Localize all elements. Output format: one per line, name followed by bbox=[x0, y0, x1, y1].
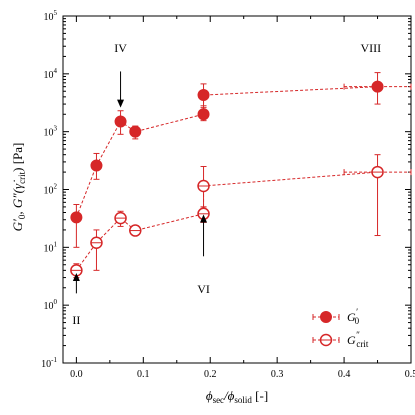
data-point bbox=[371, 80, 384, 93]
x-tick-label: 0.2 bbox=[204, 369, 217, 380]
axis-ticks: 0.0 0.1 0.2 0.3 0.4 0.5 10-1 100 101 102 103 104 105 bbox=[41, 9, 415, 380]
plot-border bbox=[62, 15, 412, 364]
y-tick-label: 10-1 bbox=[41, 356, 57, 370]
annotation-label: VIII bbox=[361, 41, 382, 55]
legend: G′ 0 G″ crit bbox=[312, 307, 369, 349]
legend-label: G′ 0 bbox=[347, 307, 360, 326]
x-tick-label: 0.1 bbox=[137, 369, 150, 380]
y-tick-label: 104 bbox=[44, 67, 58, 81]
legend-label: G″ crit bbox=[347, 330, 369, 349]
y-tick-label: 101 bbox=[44, 240, 58, 254]
data-point bbox=[114, 115, 127, 128]
annotation-arrowhead bbox=[72, 272, 80, 281]
x-tick-label: 0.0 bbox=[70, 369, 83, 380]
x-tick-label: 0.5 bbox=[405, 369, 415, 380]
annotation-label: II bbox=[72, 313, 80, 327]
series-g0 bbox=[70, 72, 412, 248]
annotation-arrowhead bbox=[117, 99, 125, 108]
x-axis-label: ϕsec/ϕsolid [-] bbox=[206, 388, 268, 405]
x-tick-label: 0.4 bbox=[338, 369, 351, 380]
legend-marker bbox=[320, 311, 332, 323]
annotation-label: IV bbox=[114, 41, 127, 55]
data-point bbox=[197, 108, 210, 121]
plot-frame bbox=[62, 15, 412, 364]
annotation-label: VI bbox=[197, 282, 210, 296]
y-axis-label: G′0, G″(γ̇crit) [Pa] bbox=[10, 143, 27, 232]
x-tick-label: 0.3 bbox=[271, 369, 284, 380]
series-line bbox=[75, 86, 378, 218]
series-g-crit bbox=[70, 154, 412, 279]
data-point bbox=[129, 125, 142, 138]
data-point bbox=[197, 89, 210, 102]
y-tick-label: 100 bbox=[44, 298, 58, 312]
y-tick-label: 102 bbox=[44, 183, 58, 197]
y-tick-label: 103 bbox=[44, 125, 58, 139]
y-tick-label: 105 bbox=[44, 9, 58, 23]
annotation-arrowhead bbox=[200, 214, 208, 223]
data-point bbox=[90, 159, 103, 172]
data-point bbox=[70, 211, 83, 224]
series bbox=[70, 72, 412, 279]
